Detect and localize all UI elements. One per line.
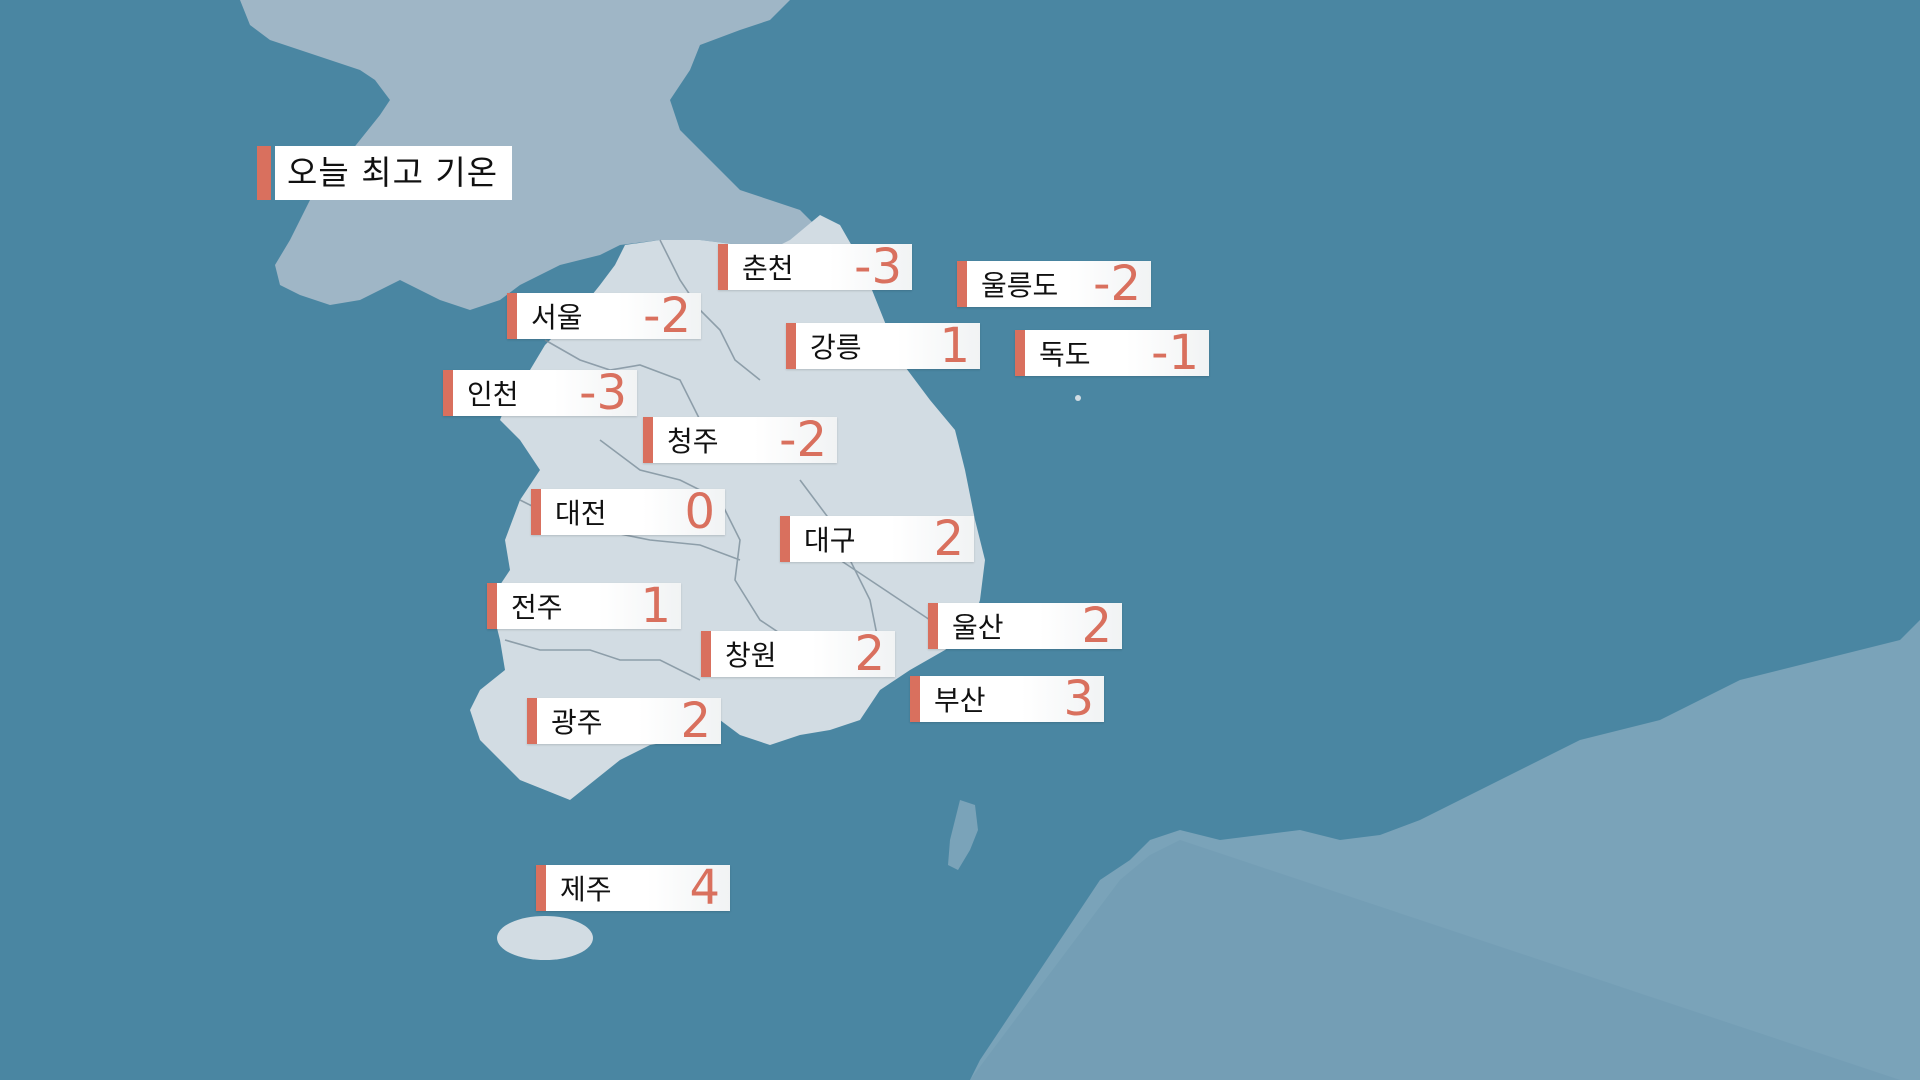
city-label-gangneung: 강릉 1 [786, 318, 980, 374]
city-name: 독도 [1039, 338, 1091, 371]
city-temp: -3 [579, 365, 627, 421]
city-label-incheon: 인천 -3 [443, 365, 637, 421]
jeju-island [497, 916, 593, 960]
city-name: 대전 [555, 497, 607, 530]
city-temp: 1 [640, 578, 671, 634]
city-name: 울릉도 [981, 269, 1059, 302]
city-temp: 3 [1063, 671, 1094, 727]
city-name: 청주 [667, 425, 719, 458]
city-label-busan: 부산 3 [910, 671, 1104, 727]
city-name: 부산 [934, 684, 986, 717]
city-label-changwon: 창원 2 [701, 626, 895, 682]
city-name: 춘천 [742, 252, 794, 285]
city-label-daegu: 대구 2 [780, 511, 974, 567]
tsushima [948, 800, 978, 870]
city-name: 인천 [467, 378, 519, 411]
city-name: 강릉 [810, 331, 862, 364]
city-label-seoul: 서울 -2 [507, 288, 701, 344]
city-temp: 2 [933, 511, 964, 567]
city-temp: -3 [854, 239, 902, 295]
city-temp: -1 [1151, 325, 1199, 381]
city-temp: 0 [684, 484, 715, 540]
city-temp: 2 [680, 693, 711, 749]
city-name: 울산 [952, 611, 1004, 644]
city-temp: 2 [854, 626, 885, 682]
title-accent [257, 146, 271, 200]
city-label-ulsan: 울산 2 [928, 598, 1122, 654]
japan-shore [970, 840, 1920, 1080]
city-label-chuncheon: 춘천 -3 [718, 239, 912, 295]
city-temp: 1 [939, 318, 970, 374]
city-name: 서울 [531, 301, 583, 334]
city-temp: -2 [643, 288, 691, 344]
city-label-jeonju: 전주 1 [487, 578, 681, 634]
map-title: 오늘 최고 기온 [257, 146, 513, 200]
city-label-jeju: 제주 4 [536, 860, 730, 916]
city-label-ulleungdo: 울릉도 -2 [957, 256, 1151, 312]
city-name: 광주 [551, 706, 603, 739]
city-temp: -2 [779, 412, 827, 468]
city-label-dokdo: 독도 -1 [1015, 325, 1209, 381]
city-label-daejeon: 대전 0 [531, 484, 725, 540]
title-text: 오늘 최고 기온 [275, 146, 513, 200]
city-label-gwangju: 광주 2 [527, 693, 721, 749]
north-land [240, 0, 820, 310]
city-name: 전주 [511, 591, 563, 624]
city-label-cheongju: 청주 -2 [643, 412, 837, 468]
city-temp: -2 [1093, 256, 1141, 312]
city-name: 제주 [560, 873, 612, 906]
city-temp: 2 [1081, 598, 1112, 654]
city-name: 대구 [804, 524, 856, 557]
city-name: 창원 [725, 639, 777, 672]
city-temp: 4 [689, 860, 720, 916]
